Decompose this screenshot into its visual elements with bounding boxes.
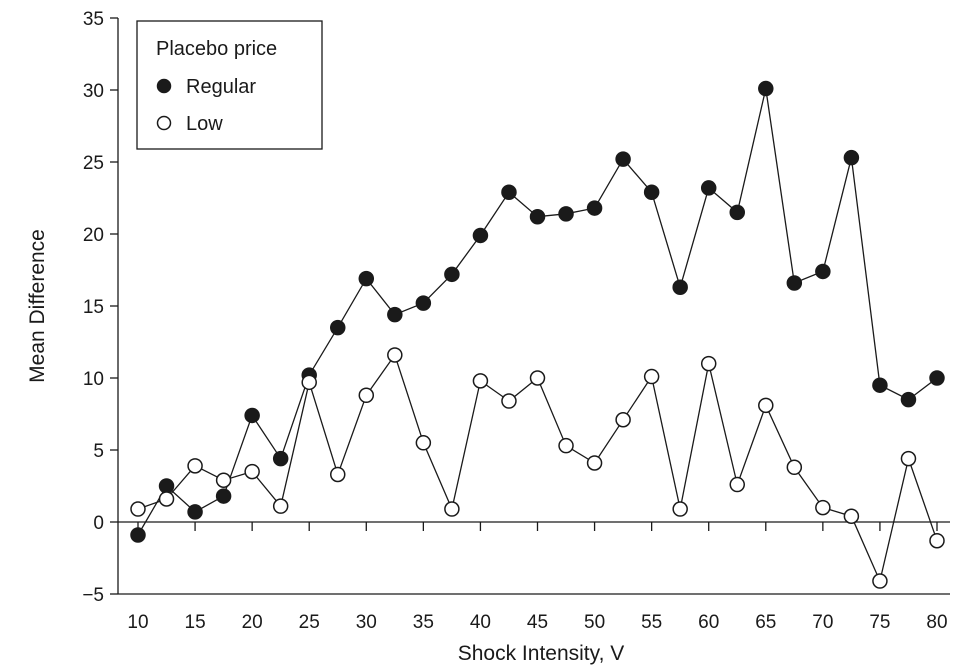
data-point-low [643,368,660,385]
data-point-regular [672,279,688,296]
data-point-regular [387,306,403,323]
y-tick-label: 0 [93,513,104,534]
data-point-low [529,370,546,386]
legend-marker-regular [156,78,172,94]
y-ticks: −5 0 5 10 15 20 25 30 35 [82,9,118,606]
data-point-low [444,501,460,517]
y-axis-title: Mean Difference [26,229,49,383]
data-point-regular [700,180,717,196]
data-point-regular [272,450,289,467]
data-point-regular [187,504,203,520]
x-axis-title: Shock Intensity, V [458,642,625,665]
data-point-low [387,347,403,363]
data-point-low [843,508,860,524]
data-point-low [929,532,945,549]
series-low [130,347,945,589]
data-point-regular [472,227,489,244]
data-point-regular [643,184,660,200]
data-point-regular [900,391,917,408]
data-point-regular [872,377,888,393]
x-tick-label: 40 [470,612,491,633]
legend-title: Placebo price [156,38,277,60]
x-tick-label: 35 [413,612,434,633]
data-point-regular [330,319,346,336]
data-point-low [272,498,289,514]
data-point-low [130,501,146,517]
x-tick-label: 80 [926,612,947,633]
data-point-low [558,437,574,454]
legend-marker-low [156,115,172,131]
data-point-low [301,374,317,391]
data-point-low [501,393,517,409]
data-point-regular [729,204,745,221]
data-point-low [900,450,917,467]
y-tick-label: 10 [83,369,104,390]
data-point-low [472,373,489,389]
data-point-low [758,397,774,414]
series-regular [130,80,945,543]
x-tick-label: 55 [641,612,662,633]
data-point-low [586,455,603,471]
x-tick-label: 70 [812,612,833,633]
data-point-low [786,459,803,476]
data-point-regular [615,151,631,167]
y-tick-label: 30 [83,81,104,102]
legend: Placebo price Regular Low [136,20,323,150]
data-point-regular [786,275,803,291]
data-point-regular [215,488,232,504]
data-point-regular [843,149,860,166]
series-layer [130,80,945,589]
data-point-low [330,466,346,483]
data-point-low [415,435,432,451]
data-point-low [187,458,203,474]
data-point-regular [358,270,375,287]
data-point-low [815,499,831,516]
x-tick-label: 30 [356,612,377,633]
data-point-regular [929,370,945,386]
x-tick-label: 10 [127,612,148,633]
data-point-regular [558,206,574,222]
data-point-low [358,387,375,404]
data-point-regular [158,478,175,494]
data-point-regular [529,208,546,225]
data-point-low [700,355,717,372]
x-tick-label: 75 [869,612,890,633]
data-point-regular [130,527,146,543]
y-tick-label: 25 [83,153,104,174]
data-point-regular [444,266,460,283]
data-point-low [615,412,631,428]
y-tick-label: 35 [83,9,104,30]
data-point-regular [586,200,603,216]
data-point-low [244,463,260,480]
legend-label-low: Low [186,113,223,135]
x-ticks: 10 15 20 25 30 35 40 45 50 55 60 65 70 75 80 [127,522,948,633]
data-point-regular [244,407,260,424]
y-tick-label: −5 [82,585,104,606]
data-point-low [215,472,232,488]
y-tick-label: 15 [83,297,104,318]
x-tick-label: 15 [185,612,206,633]
data-point-regular [501,184,517,200]
data-point-regular [758,80,774,97]
y-tick-label: 5 [93,441,104,462]
data-point-low [672,501,688,517]
data-point-low [158,491,175,507]
data-point-low [729,476,745,493]
x-tick-label: 20 [242,612,263,633]
legend-label-regular: Regular [186,76,256,98]
data-point-regular [415,295,432,311]
data-point-low [872,573,888,589]
x-tick-label: 45 [527,612,548,633]
x-tick-label: 50 [584,612,605,633]
x-tick-label: 65 [755,612,776,633]
x-tick-label: 25 [299,612,320,633]
y-tick-label: 20 [83,225,104,246]
x-tick-label: 60 [698,612,719,633]
data-point-regular [815,263,831,280]
